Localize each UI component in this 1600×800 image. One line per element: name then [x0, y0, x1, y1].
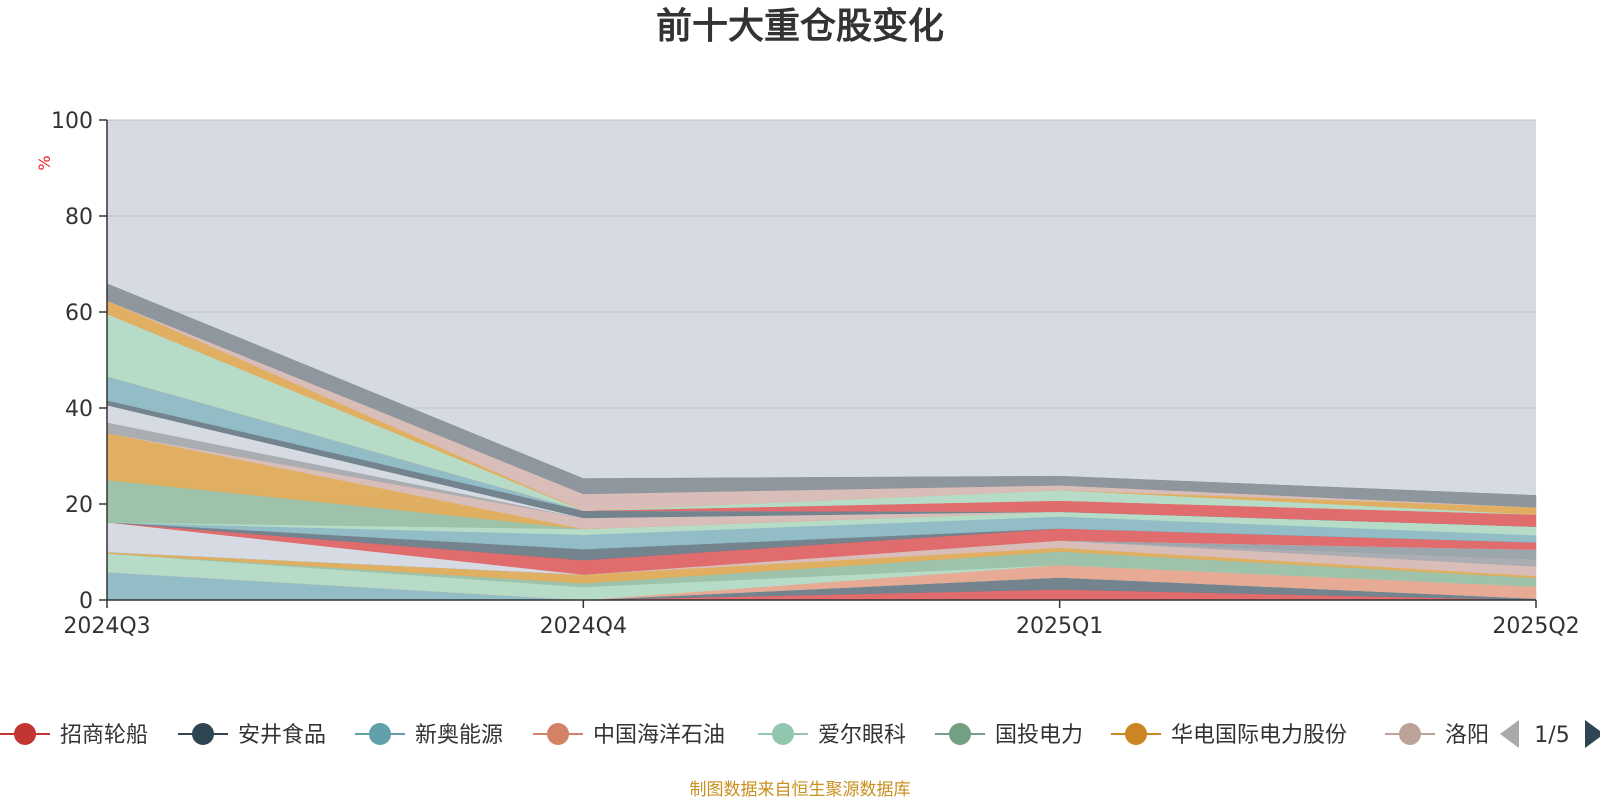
- y-tick-label-4: 80: [65, 205, 93, 230]
- series-area-26[interactable]: [106, 283, 1537, 508]
- legend-label-2: 新奥能源: [415, 723, 503, 748]
- y-tick-label-2: 40: [65, 397, 93, 422]
- legend-item-0[interactable]: 招商轮船: [0, 723, 148, 748]
- legend-item-5[interactable]: 国投电力: [935, 723, 1083, 748]
- y-axis-unit: %: [35, 155, 54, 170]
- legend-marker-7: [1399, 723, 1421, 745]
- legend-label-1: 安井食品: [238, 723, 326, 748]
- x-tick-label-3: 2025Q2: [1492, 614, 1579, 639]
- y-tick-label-0: 0: [79, 589, 93, 614]
- y-tick-label-1: 20: [65, 493, 93, 518]
- legend-label-4: 爱尔眼科: [818, 723, 906, 748]
- legend-item-6[interactable]: 华电国际电力股份: [1111, 723, 1347, 748]
- legend-marker-0: [14, 723, 36, 745]
- legend-label-7: 洛阳: [1445, 723, 1489, 748]
- legend-next-page-icon[interactable]: [1585, 720, 1600, 748]
- legend-label-6: 华电国际电力股份: [1171, 723, 1347, 748]
- legend-marker-6: [1125, 723, 1147, 745]
- y-tick-label-5: 100: [51, 109, 93, 134]
- legend-pager: 1/5: [1500, 720, 1600, 748]
- plot-area: 0 20 40 60 80 100 2024Q3 2024Q4 2025Q1 2025Q2: [51, 109, 1580, 639]
- x-tick-label-1: 2024Q4: [540, 614, 627, 639]
- legend: 招商轮船 安井食品 新奥能源 中国海洋石油 爱尔眼科 国投电力 华电国际电力股份 洛阳: [0, 723, 1489, 748]
- legend-marker-5: [949, 723, 971, 745]
- legend-item-4[interactable]: 爱尔眼科: [758, 723, 906, 748]
- x-tick-label-0: 2024Q3: [63, 614, 150, 639]
- data-source-note: 制图数据来自恒生聚源数据库: [690, 780, 911, 800]
- legend-item-2[interactable]: 新奥能源: [355, 723, 503, 748]
- legend-label-3: 中国海洋石油: [593, 723, 725, 748]
- x-tick-label-2: 2025Q1: [1016, 614, 1103, 639]
- legend-prev-page-icon[interactable]: [1500, 720, 1519, 748]
- legend-label-0: 招商轮船: [60, 723, 148, 748]
- legend-marker-3: [547, 723, 569, 745]
- legend-item-3[interactable]: 中国海洋石油: [533, 723, 725, 748]
- y-tick-label-3: 60: [65, 301, 93, 326]
- legend-marker-1: [192, 723, 214, 745]
- legend-marker-2: [369, 723, 391, 745]
- legend-label-5: 国投电力: [995, 723, 1083, 748]
- legend-item-7[interactable]: 洛阳: [1385, 723, 1489, 748]
- legend-item-1[interactable]: 安井食品: [178, 723, 326, 748]
- chart-title: 前十大重仓股变化: [656, 5, 944, 47]
- legend-page-indicator: 1/5: [1534, 723, 1569, 748]
- legend-marker-4: [772, 723, 794, 745]
